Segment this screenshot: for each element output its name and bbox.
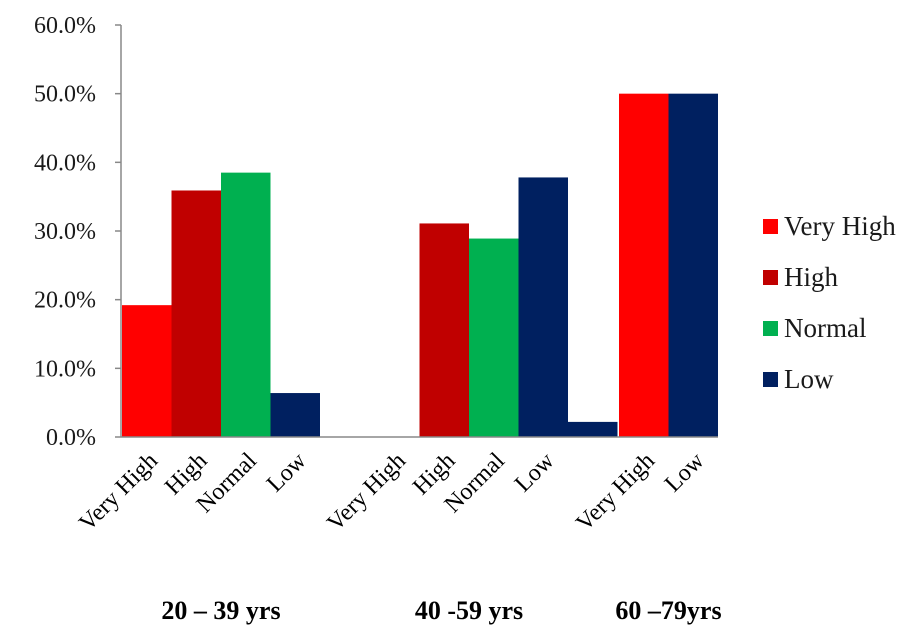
legend-label: High [784,262,839,292]
bar-low [668,93,718,438]
y-tick-label: 0.0% [46,425,96,451]
legend-swatch [763,219,778,234]
group-label: 20 – 39 yrs [161,596,280,625]
bar-normal [469,238,519,437]
legend-swatch [763,372,778,387]
y-tick-label: 10.0% [34,356,96,382]
legend-swatch [763,270,778,285]
bar-high [419,223,469,437]
bar-low [270,393,320,437]
bar-very-high [122,305,172,437]
category-label: Low [262,447,312,497]
legend-label: Very High [784,211,896,241]
group-label: 60 –79yrs [615,596,721,625]
category-label: Very High [571,448,660,537]
category-label: Very High [74,448,163,537]
legend-label: Normal [784,313,866,343]
y-tick-label: 40.0% [34,150,96,176]
bar-high [171,190,221,437]
group-labels: 20 – 39 yrs 40 -59 yrs 60 –79yrs [161,596,721,625]
bar-low [568,421,618,437]
legend: Very High High Normal Low [763,211,896,394]
bar-normal [221,172,271,437]
axes [120,25,718,438]
y-tick-label: 60.0% [34,13,96,39]
y-tick-label: 20.0% [34,288,96,314]
legend-swatch [763,321,778,336]
category-label: Low [660,447,710,497]
category-label: Very High [322,448,411,537]
legend-label: Low [784,364,834,394]
y-tick-label: 50.0% [34,82,96,108]
y-tick-label: 30.0% [34,219,96,245]
y-axis-ticks: 0.0% 10.0% 20.0% 30.0% 40.0% 50.0% 60.0% [34,13,121,451]
group-label: 40 -59 yrs [415,596,523,625]
bars [122,93,718,438]
category-label: Low [510,447,560,497]
bar-very-high [619,93,669,438]
bar-low [518,177,568,437]
